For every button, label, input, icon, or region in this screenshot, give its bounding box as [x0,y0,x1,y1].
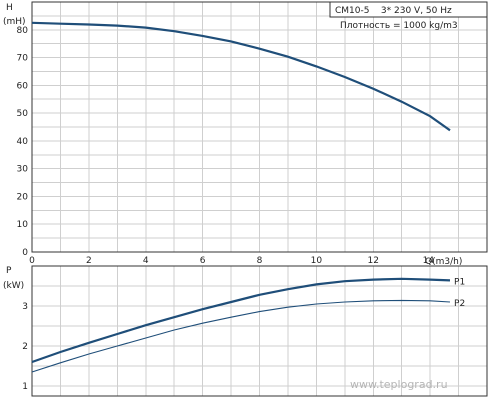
x-tick-label: 8 [257,256,263,266]
head-curve-chart: 0 10 20 30 40 50 60 70 80 0 2 4 6 8 10 12 14 H (mH) Q(m… [3,1,488,267]
head-y-ticks: 0 10 20 30 40 50 60 70 80 [17,26,29,258]
p1-legend-label: P1 [454,277,465,287]
power-y-tick-label: 3 [22,302,28,312]
head-axis-label: H [6,3,13,13]
x-tick-label: 2 [86,256,92,266]
head-plot-frame [31,1,488,253]
x-tick-label: 10 [311,256,323,266]
x-tick-label: 12 [368,256,379,266]
p2-legend-label: P2 [454,299,465,309]
power-grid [32,266,487,396]
power-y-tick-label: 2 [22,342,28,352]
x-tick-label: 4 [143,256,149,266]
p2-series-line [31,299,451,373]
info-box [329,1,488,18]
power-curve-chart: 1 2 3 P (kW) P1 P2 www.teplograd.ru [3,265,488,397]
head-y-tick-label: 30 [17,165,29,175]
power-axis-unit: (kW) [3,281,24,291]
head-y-tick-label: 20 [17,192,29,202]
p1-series-line [31,277,451,364]
head-axis-unit: (mH) [3,17,26,27]
head-series-line [31,21,451,132]
watermark: www.teplograd.ru [350,378,448,391]
pump-model-label: CM10-5 3* 230 V, 50 Hz [335,6,452,16]
power-plot-frame [31,265,488,397]
x-tick-label: 6 [200,256,206,266]
x-tick-label: 14 [423,256,435,266]
head-y-tick-label: 0 [22,248,28,258]
head-x-ticks: 0 2 4 6 8 10 12 14 [29,256,434,266]
head-y-tick-label: 10 [17,220,29,230]
head-y-tick-label: 80 [17,26,29,36]
power-y-tick-label: 1 [22,382,28,392]
head-y-tick-label: 60 [17,81,29,91]
power-y-ticks: 1 2 3 [22,302,28,392]
head-y-tick-label: 70 [17,54,29,64]
flow-axis-label: Q(m3/h) [425,257,462,267]
power-axis-label: P [6,266,12,276]
head-y-tick-label: 40 [17,137,29,147]
density-label: Плотность = 1000 kg/m3 [340,21,458,31]
x-tick-label: 0 [29,256,35,266]
head-y-tick-label: 50 [17,109,29,119]
head-grid [32,2,487,252]
